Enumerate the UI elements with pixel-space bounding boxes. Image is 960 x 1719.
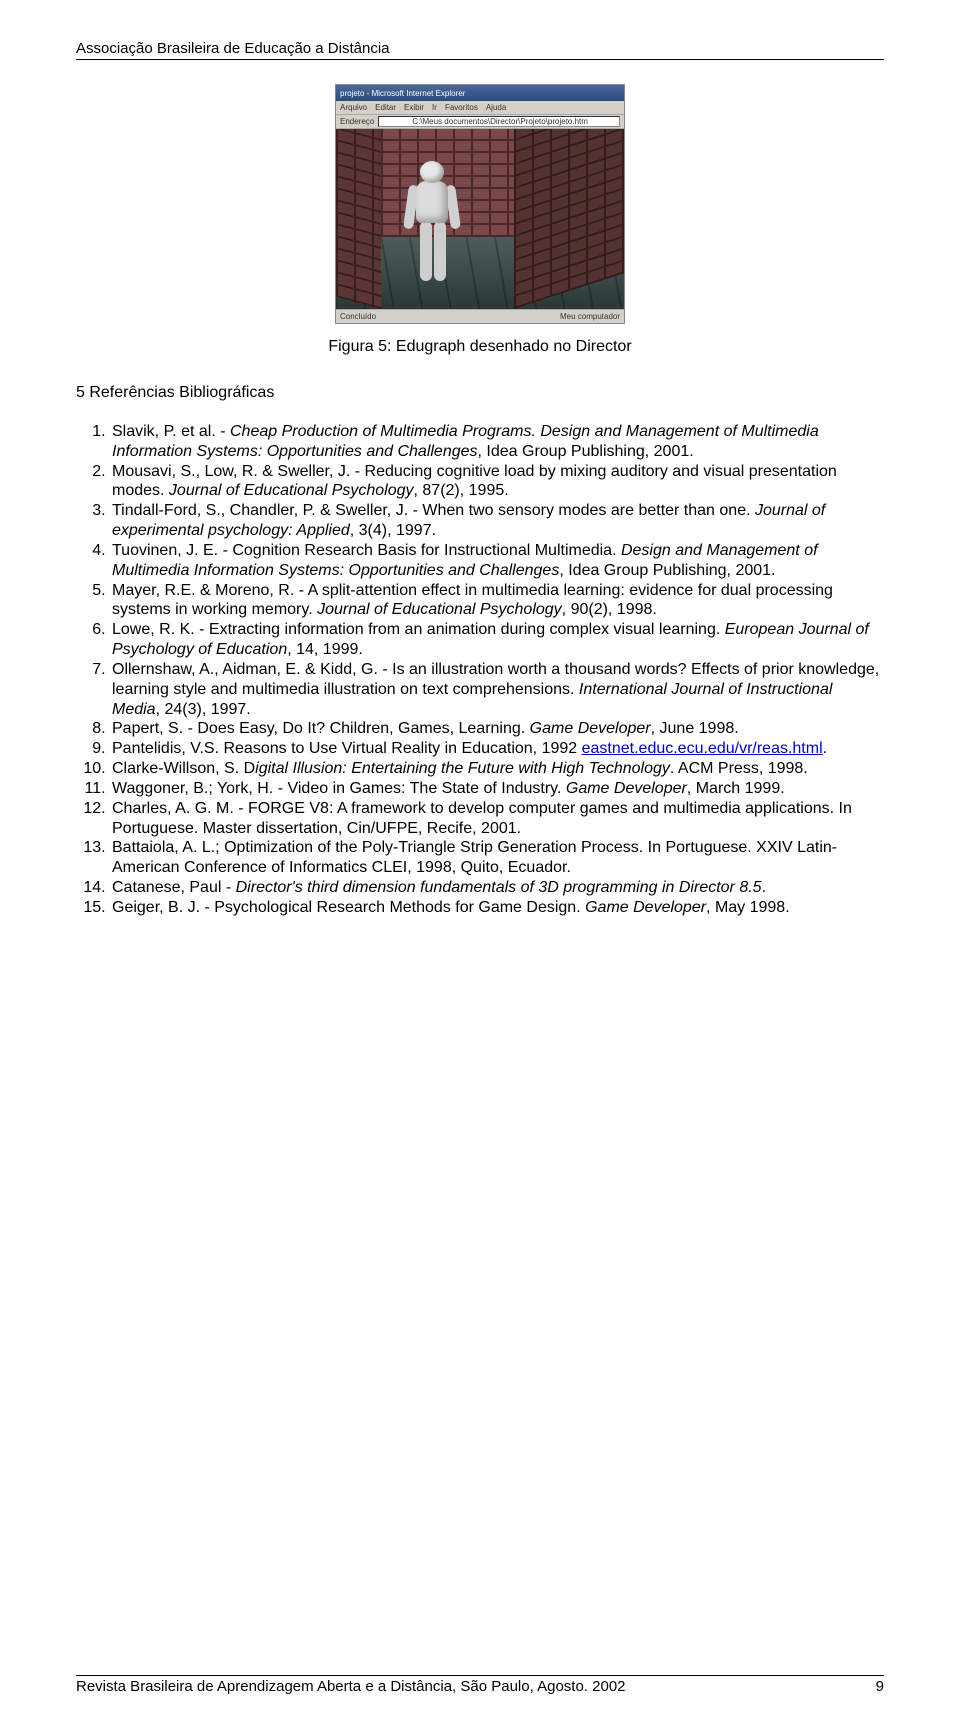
figure-address-label: Endereço [340, 117, 374, 126]
reference-italic: Game Developer [566, 780, 687, 797]
reference-item: Tindall-Ford, S., Chandler, P. & Sweller… [110, 501, 884, 541]
figure-status-left: Concluído [340, 312, 376, 321]
figure-menu-item: Favoritos [445, 103, 478, 112]
figure-menu-bar: Arquivo Editar Exibir Ir Favoritos Ajuda [336, 101, 624, 115]
footer-journal: Revista Brasileira de Aprendizagem Abert… [76, 1678, 626, 1695]
reference-italic: Journal of Educational Psychology [169, 482, 414, 499]
reference-text: Clarke-Willson, S. D [112, 760, 255, 777]
figure-3d-scene [336, 129, 624, 309]
reference-item: Charles, A. G. M. - FORGE V8: A framewor… [110, 799, 884, 839]
scene-robot [402, 161, 462, 291]
figure-status-bar: Concluído Meu computador [336, 309, 624, 323]
figure-block: projeto - Microsoft Internet Explorer Ar… [76, 84, 884, 356]
figure-menu-item: Editar [375, 103, 396, 112]
references-list: Slavik, P. et al. - Cheap Production of … [76, 422, 884, 918]
reference-text: Pantelidis, V.S. Reasons to Use Virtual … [112, 740, 582, 757]
figure-menu-item: Ajuda [486, 103, 506, 112]
reference-italic: Game Developer [530, 720, 651, 737]
reference-italic: Journal of Educational Psychology [317, 601, 562, 618]
reference-item: Geiger, B. J. - Psychological Research M… [110, 898, 884, 918]
reference-text: , June 1998. [651, 720, 739, 737]
reference-italic: igital Illusion: Entertaining the Future… [255, 760, 670, 777]
reference-item: Waggoner, B.; York, H. - Video in Games:… [110, 779, 884, 799]
reference-text: , March 1999. [687, 780, 785, 797]
reference-text: , 3(4), 1997. [350, 522, 436, 539]
figure-caption: Figura 5: Edugraph desenhado no Director [76, 338, 884, 356]
footer-page-number: 9 [876, 1678, 884, 1695]
reference-text: Slavik, P. et al. - [112, 423, 230, 440]
reference-text: , 24(3), 1997. [156, 701, 251, 718]
reference-italic: Game Developer [585, 899, 706, 916]
reference-item: Slavik, P. et al. - Cheap Production of … [110, 422, 884, 462]
reference-text: Charles, A. G. M. - FORGE V8: A framewor… [112, 800, 852, 837]
reference-item: Ollernshaw, A., Aidman, E. & Kidd, G. - … [110, 660, 884, 719]
reference-text: , Idea Group Publishing, 2001. [559, 562, 775, 579]
reference-item: Mousavi, S., Low, R. & Sweller, J. - Red… [110, 462, 884, 502]
figure-window-titlebar: projeto - Microsoft Internet Explorer [336, 85, 624, 101]
figure-address-bar: Endereço C:\Meus documentos\Director\Pro… [336, 115, 624, 129]
reference-item: Tuovinen, J. E. - Cognition Research Bas… [110, 541, 884, 581]
figure-window-title: projeto - Microsoft Internet Explorer [340, 89, 465, 98]
reference-text: Waggoner, B.; York, H. - Video in Games:… [112, 780, 566, 797]
reference-text: , 90(2), 1998. [562, 601, 657, 618]
reference-item: Catanese, Paul - Director's third dimens… [110, 878, 884, 898]
figure-address-value: C:\Meus documentos\Director\Projeto\proj… [378, 116, 620, 127]
reference-item: Lowe, R. K. - Extracting information fro… [110, 620, 884, 660]
reference-item: Clarke-Willson, S. Digital Illusion: Ent… [110, 759, 884, 779]
reference-text: . [762, 879, 766, 896]
figure-status-right: Meu computador [560, 312, 620, 321]
section-title: 5 Referências Bibliográficas [76, 384, 884, 402]
page: Associação Brasileira de Educação a Dist… [0, 0, 960, 1719]
reference-item: Battaiola, A. L.; Optimization of the Po… [110, 838, 884, 878]
reference-item: Pantelidis, V.S. Reasons to Use Virtual … [110, 739, 884, 759]
figure-menu-item: Exibir [404, 103, 424, 112]
figure-menu-item: Arquivo [340, 103, 367, 112]
figure-menu-item: Ir [432, 103, 437, 112]
scene-wall-left [336, 129, 381, 309]
reference-text: Geiger, B. J. - Psychological Research M… [112, 899, 585, 916]
reference-text: . [823, 740, 827, 757]
reference-text: Lowe, R. K. - Extracting information fro… [112, 621, 725, 638]
reference-text: , Idea Group Publishing, 2001. [478, 443, 694, 460]
reference-text: Tindall-Ford, S., Chandler, P. & Sweller… [112, 502, 755, 519]
reference-text: . ACM Press, 1998. [670, 760, 808, 777]
reference-text: , 87(2), 1995. [414, 482, 509, 499]
reference-text: , May 1998. [706, 899, 790, 916]
reference-link[interactable]: eastnet.educ.ecu.edu/vr/reas.html [582, 740, 823, 757]
reference-text: Tuovinen, J. E. - Cognition Research Bas… [112, 542, 621, 559]
reference-item: Papert, S. - Does Easy, Do It? Children,… [110, 719, 884, 739]
reference-text: , 14, 1999. [287, 641, 363, 658]
reference-text: Battaiola, A. L.; Optimization of the Po… [112, 839, 837, 876]
figure-screenshot: projeto - Microsoft Internet Explorer Ar… [335, 84, 625, 324]
footer: Revista Brasileira de Aprendizagem Abert… [76, 1675, 884, 1695]
reference-text: Catanese, Paul - [112, 879, 236, 896]
reference-italic: Director's third dimension fundamentals … [236, 879, 762, 896]
reference-text: Papert, S. - Does Easy, Do It? Children,… [112, 720, 530, 737]
header-org: Associação Brasileira de Educação a Dist… [76, 40, 884, 60]
reference-item: Mayer, R.E. & Moreno, R. - A split-atten… [110, 581, 884, 621]
